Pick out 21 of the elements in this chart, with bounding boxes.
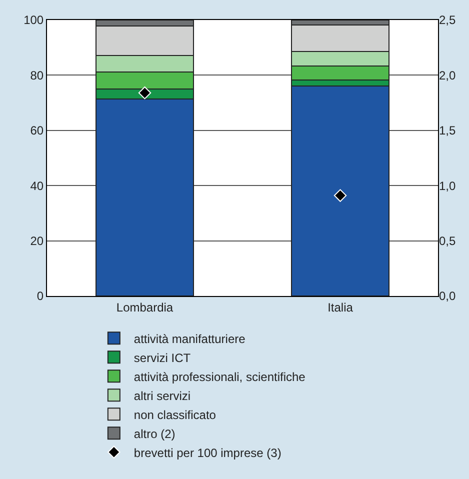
y-tick-label: 20 — [30, 234, 44, 248]
legend-label: attività professionali, scientifiche — [134, 370, 306, 384]
legend-label: attività manifatturiere — [134, 332, 246, 346]
y2-tick-label: 1,0 — [439, 178, 456, 193]
legend-label: altro (2) — [134, 426, 176, 441]
legend-label: brevetti per 100 imprese (3) — [134, 446, 282, 460]
y2-tick-label: 2,5 — [439, 13, 456, 28]
x-tick-label: Italia — [328, 300, 354, 314]
y-tick-label: 60 — [30, 124, 44, 138]
y2-tick-label: 1,5 — [439, 124, 456, 138]
y-tick-label: 40 — [30, 178, 44, 193]
x-tick-label: Lombardia — [116, 300, 174, 314]
legend-label: servizi ICT — [134, 350, 192, 365]
legend-label: altri servizi — [134, 388, 191, 403]
legend-label: non classificato — [134, 408, 216, 422]
y2-tick-label: 0,0 — [439, 289, 456, 304]
y-tick-label: 100 — [24, 13, 44, 28]
y-tick-label: 0 — [36, 289, 44, 304]
y-tick-label: 80 — [30, 68, 44, 82]
y2-tick-label: 0,5 — [439, 234, 456, 248]
y2-tick-label: 2,0 — [439, 68, 456, 82]
